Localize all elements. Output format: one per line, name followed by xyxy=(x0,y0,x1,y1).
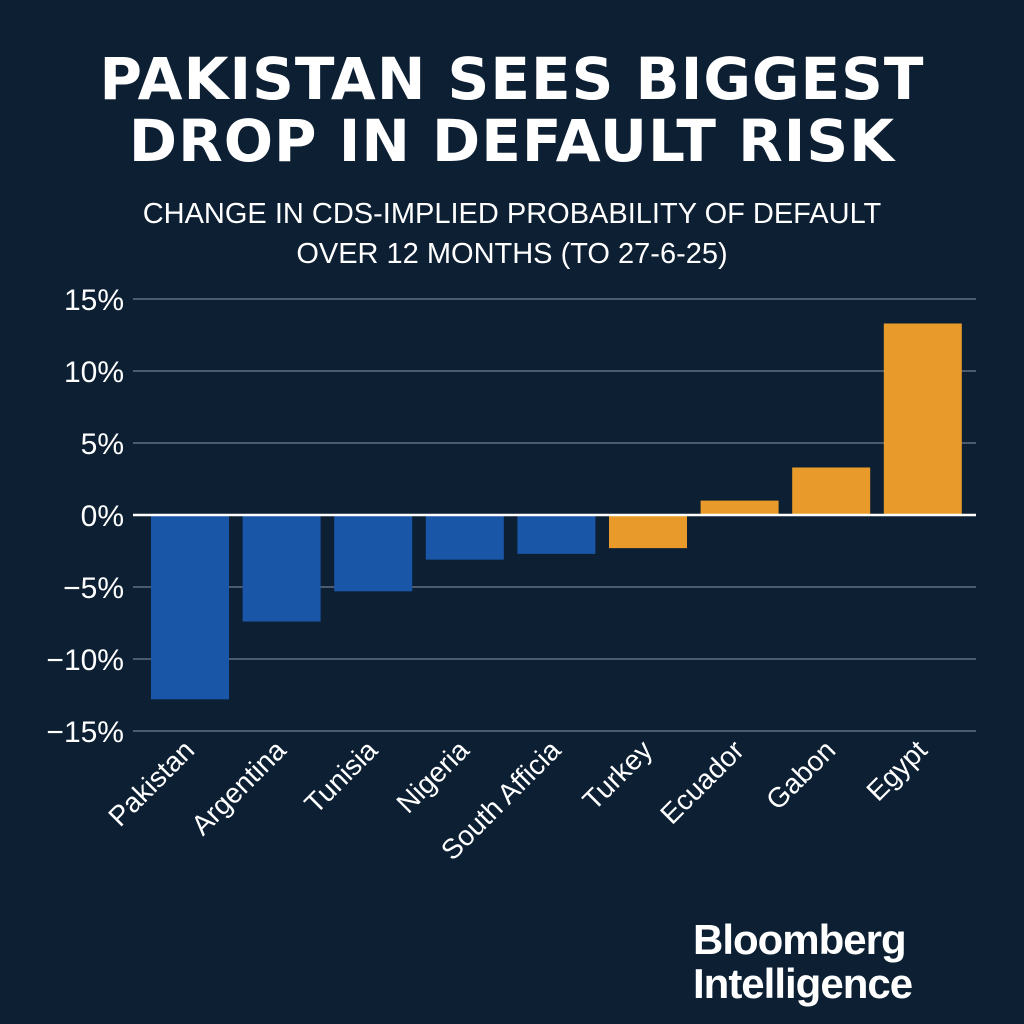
subtitle-line-1: CHANGE IN CDS-IMPLIED PROBABILITY OF DEF… xyxy=(142,198,882,230)
subtitle-line-2: OVER 12 MONTHS (TO 27-6-25) xyxy=(296,238,728,270)
x-tick-label: Gabon xyxy=(760,734,841,815)
y-tick-label: 5% xyxy=(81,428,124,461)
x-tick-label: Egypt xyxy=(860,734,933,807)
bloomberg-intelligence-logo: Bloomberg Intelligence xyxy=(693,916,913,1007)
bar-gabon xyxy=(792,467,871,515)
chart-subtitle: CHANGE IN CDS-IMPLIED PROBABILITY OF DEF… xyxy=(0,194,1024,274)
y-tick-label: 0% xyxy=(81,500,124,533)
bar-south-afficia xyxy=(517,515,596,554)
bar-egypt xyxy=(883,323,962,515)
y-tick-label: 15% xyxy=(64,284,124,317)
bar-nigeria xyxy=(425,515,504,560)
y-tick-label: −15% xyxy=(46,716,124,749)
x-tick-label: Nigeria xyxy=(390,734,475,819)
y-tick-label: −10% xyxy=(46,644,124,677)
x-tick-label: Turkey xyxy=(577,734,659,816)
bar-ecuador xyxy=(700,500,779,515)
brand-line-1: Bloomberg xyxy=(693,916,907,963)
y-tick-label: 10% xyxy=(64,356,124,389)
x-tick-label: Ecuador xyxy=(654,734,750,830)
x-tick-label: Argentina xyxy=(185,734,292,841)
bar-argentina xyxy=(242,515,321,622)
y-tick-label: −5% xyxy=(63,572,124,605)
x-tick-label: Tunisia xyxy=(298,734,383,819)
brand-line-2: Intelligence xyxy=(693,960,913,1007)
bar-tunisia xyxy=(334,515,413,592)
bar-pakistan xyxy=(151,515,229,700)
chart-title: PAKISTAN SEES BIGGEST DROP IN DEFAULT RI… xyxy=(99,45,925,175)
bar-turkey xyxy=(609,515,687,549)
